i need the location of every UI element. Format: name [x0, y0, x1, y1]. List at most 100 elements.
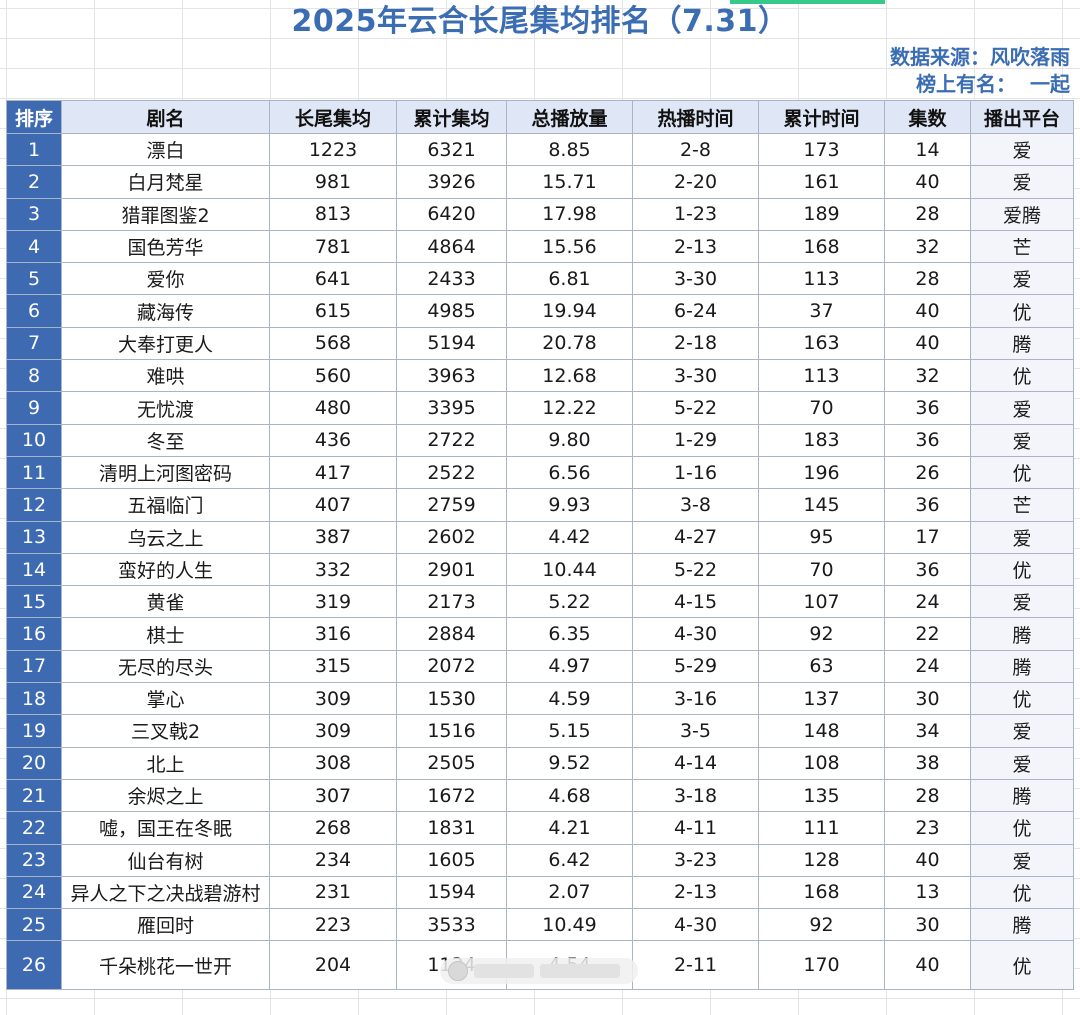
- table-cell[interactable]: 1594: [396, 875, 507, 910]
- table-cell[interactable]: 5-22: [632, 391, 759, 425]
- table-cell[interactable]: 641: [269, 262, 397, 296]
- table-row[interactable]: 1 漂白 1223 6321 8.85 2-8 173 14 爱: [6, 132, 1074, 167]
- table-cell[interactable]: 3926: [396, 165, 507, 199]
- table-row[interactable]: 24 异人之下之决战碧游村 231 1594 2.07 2-13 168 13 优: [6, 875, 1074, 910]
- table-cell[interactable]: 4-11: [632, 811, 759, 845]
- table-cell[interactable]: 315: [269, 649, 397, 684]
- rank-cell[interactable]: 9: [6, 391, 62, 425]
- table-cell[interactable]: 32: [884, 359, 971, 393]
- table-cell[interactable]: 9.80: [506, 423, 633, 457]
- rank-cell[interactable]: 23: [6, 843, 62, 877]
- table-cell[interactable]: 腾: [970, 778, 1074, 813]
- table-cell[interactable]: 芒: [970, 488, 1074, 522]
- table-cell[interactable]: 95: [758, 520, 885, 554]
- table-cell[interactable]: 雁回时: [61, 908, 270, 942]
- table-cell[interactable]: 2522: [396, 455, 507, 490]
- table-cell[interactable]: 3395: [396, 391, 507, 425]
- table-cell[interactable]: 168: [758, 229, 885, 264]
- table-cell[interactable]: 爱: [970, 423, 1074, 457]
- table-cell[interactable]: 568: [269, 326, 397, 361]
- table-cell[interactable]: 优: [970, 359, 1074, 393]
- table-cell[interactable]: 腾: [970, 326, 1074, 361]
- table-cell[interactable]: 5-22: [632, 552, 759, 587]
- table-cell[interactable]: 28: [884, 262, 971, 296]
- table-cell[interactable]: 1831: [396, 811, 507, 845]
- rank-cell[interactable]: 19: [6, 714, 62, 748]
- table-cell[interactable]: 107: [758, 585, 885, 619]
- table-cell[interactable]: 2884: [396, 617, 507, 651]
- table-cell[interactable]: 2-20: [632, 165, 759, 199]
- table-cell[interactable]: 32: [884, 229, 971, 264]
- table-row[interactable]: 10 冬至 436 2722 9.80 1-29 183 36 爱: [6, 423, 1074, 457]
- table-cell[interactable]: 爱: [970, 132, 1074, 167]
- table-cell[interactable]: 6-24: [632, 294, 759, 328]
- table-cell[interactable]: 4.42: [506, 520, 633, 554]
- table-cell[interactable]: 优: [970, 875, 1074, 910]
- table-cell[interactable]: 161: [758, 165, 885, 199]
- table-cell[interactable]: 1516: [396, 714, 507, 748]
- rank-cell[interactable]: 18: [6, 682, 62, 716]
- table-cell[interactable]: 2-11: [632, 940, 759, 991]
- table-cell[interactable]: 2433: [396, 262, 507, 296]
- table-cell[interactable]: 3-16: [632, 682, 759, 716]
- table-cell[interactable]: 148: [758, 714, 885, 748]
- table-cell[interactable]: 615: [269, 294, 397, 328]
- table-cell[interactable]: 爱: [970, 746, 1074, 780]
- table-cell[interactable]: 5-29: [632, 649, 759, 684]
- table-cell[interactable]: 3533: [396, 908, 507, 942]
- table-cell[interactable]: 268: [269, 811, 397, 845]
- table-cell[interactable]: 1530: [396, 682, 507, 716]
- column-header[interactable]: 排序: [6, 100, 62, 134]
- rank-cell[interactable]: 21: [6, 778, 62, 813]
- table-row[interactable]: 14 蛮好的人生 332 2901 10.44 5-22 70 36 优: [6, 552, 1074, 587]
- table-cell[interactable]: 223: [269, 908, 397, 942]
- table-cell[interactable]: 5.22: [506, 585, 633, 619]
- table-cell[interactable]: 28: [884, 778, 971, 813]
- table-cell[interactable]: 137: [758, 682, 885, 716]
- table-cell[interactable]: 黄雀: [61, 585, 270, 619]
- table-cell[interactable]: 2072: [396, 649, 507, 684]
- table-cell[interactable]: 4985: [396, 294, 507, 328]
- table-cell[interactable]: 腾: [970, 617, 1074, 651]
- table-cell[interactable]: 316: [269, 617, 397, 651]
- table-row[interactable]: 25 雁回时 223 3533 10.49 4-30 92 30 腾: [6, 908, 1074, 942]
- rank-cell[interactable]: 8: [6, 359, 62, 393]
- table-cell[interactable]: 掌心: [61, 682, 270, 716]
- table-row[interactable]: 17 无尽的尽头 315 2072 4.97 5-29 63 24 腾: [6, 649, 1074, 684]
- table-cell[interactable]: 腾: [970, 908, 1074, 942]
- table-cell[interactable]: 无忧渡: [61, 391, 270, 425]
- table-cell[interactable]: 4-30: [632, 908, 759, 942]
- table-cell[interactable]: 20.78: [506, 326, 633, 361]
- table-cell[interactable]: 9.93: [506, 488, 633, 522]
- rank-cell[interactable]: 11: [6, 455, 62, 490]
- table-cell[interactable]: 2.07: [506, 875, 633, 910]
- table-cell[interactable]: 爱: [970, 391, 1074, 425]
- table-cell[interactable]: 无尽的尽头: [61, 649, 270, 684]
- table-cell[interactable]: 猎罪图鉴2: [61, 197, 270, 231]
- rank-cell[interactable]: 22: [6, 811, 62, 845]
- table-cell[interactable]: 30: [884, 908, 971, 942]
- table-cell[interactable]: 芒: [970, 229, 1074, 264]
- table-cell[interactable]: 爱你: [61, 262, 270, 296]
- table-cell[interactable]: 17.98: [506, 197, 633, 231]
- table-cell[interactable]: 28: [884, 197, 971, 231]
- table-cell[interactable]: 优: [970, 940, 1074, 991]
- column-header[interactable]: 集数: [884, 100, 971, 134]
- table-cell[interactable]: 冬至: [61, 423, 270, 457]
- table-cell[interactable]: 优: [970, 455, 1074, 490]
- table-cell[interactable]: 113: [758, 262, 885, 296]
- rank-cell[interactable]: 15: [6, 585, 62, 619]
- table-cell[interactable]: 棋士: [61, 617, 270, 651]
- table-cell[interactable]: 2602: [396, 520, 507, 554]
- table-cell[interactable]: 183: [758, 423, 885, 457]
- table-cell[interactable]: 难哄: [61, 359, 270, 393]
- table-cell[interactable]: 1-23: [632, 197, 759, 231]
- table-cell[interactable]: 乌云之上: [61, 520, 270, 554]
- table-cell[interactable]: 92: [758, 908, 885, 942]
- rank-cell[interactable]: 25: [6, 908, 62, 942]
- rank-cell[interactable]: 17: [6, 649, 62, 684]
- table-cell[interactable]: 1-16: [632, 455, 759, 490]
- table-row[interactable]: 22 嘘，国王在冬眠 268 1831 4.21 4-11 111 23 优: [6, 811, 1074, 845]
- table-cell[interactable]: 36: [884, 423, 971, 457]
- rank-cell[interactable]: 12: [6, 488, 62, 522]
